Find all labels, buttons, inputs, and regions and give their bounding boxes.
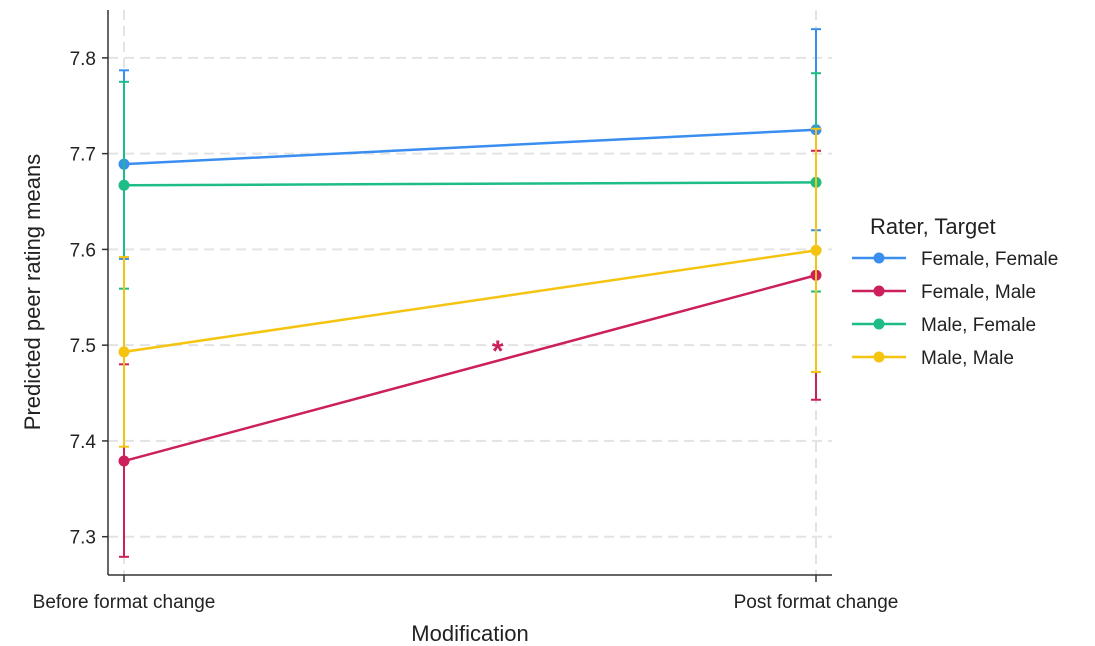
data-point [118,179,130,191]
y-ticks: 7.3 7.4 7.5 7.6 7.7 7.8 [70,49,108,549]
legend-entry: Male, Female [921,315,1036,336]
y-tick-label: 7.3 [70,528,96,549]
legend-entry: Female, Female [921,249,1058,270]
series-female-male [118,149,822,558]
series-female-female [118,28,822,260]
significance-marker: * [492,335,504,368]
series-line [123,181,817,187]
x-tick-label: Before format change [33,592,216,613]
legend-entry: Female, Male [921,282,1036,303]
x-axis-title: Modification [411,621,528,646]
y-axis-title: Predicted peer rating means [20,154,45,430]
grid [108,10,832,575]
data-point [118,455,130,467]
legend-swatch-marker [873,351,885,363]
series-line [123,249,817,354]
legend-entry: Male, Male [921,348,1014,369]
axes [107,10,832,576]
data-point [118,346,130,358]
x-tick-label: Post format change [734,592,899,613]
series-male-female [118,72,822,293]
data-point [810,244,822,256]
annotations: * [492,335,504,368]
y-tick-label: 7.7 [70,145,96,166]
legend-swatch-marker [873,252,885,264]
x-ticks: Before format change Post format change [33,575,899,613]
series-male-male [118,127,822,448]
y-tick-label: 7.8 [70,49,96,70]
series-line [123,128,817,166]
series-line [123,274,817,463]
y-tick-label: 7.4 [70,432,97,453]
legend-swatch-marker [873,285,885,297]
legend: Rater, Target Female, Female Female, Male… [852,214,1058,369]
legend-title: Rater, Target [870,214,996,239]
legend-swatch-marker [873,318,885,330]
y-tick-label: 7.6 [70,240,96,261]
series-group [118,28,822,558]
y-tick-label: 7.5 [70,336,96,357]
